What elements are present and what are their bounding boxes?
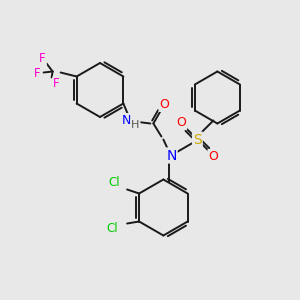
Text: F: F xyxy=(53,77,60,90)
Text: Cl: Cl xyxy=(108,176,120,189)
Text: N: N xyxy=(122,114,131,127)
Text: F: F xyxy=(34,67,41,80)
Text: N: N xyxy=(166,148,177,163)
Text: H: H xyxy=(131,119,140,130)
Text: Cl: Cl xyxy=(106,222,118,235)
Text: O: O xyxy=(176,116,186,129)
Text: S: S xyxy=(193,133,202,146)
Text: O: O xyxy=(208,150,218,163)
Text: F: F xyxy=(39,52,46,65)
Text: O: O xyxy=(159,98,169,111)
